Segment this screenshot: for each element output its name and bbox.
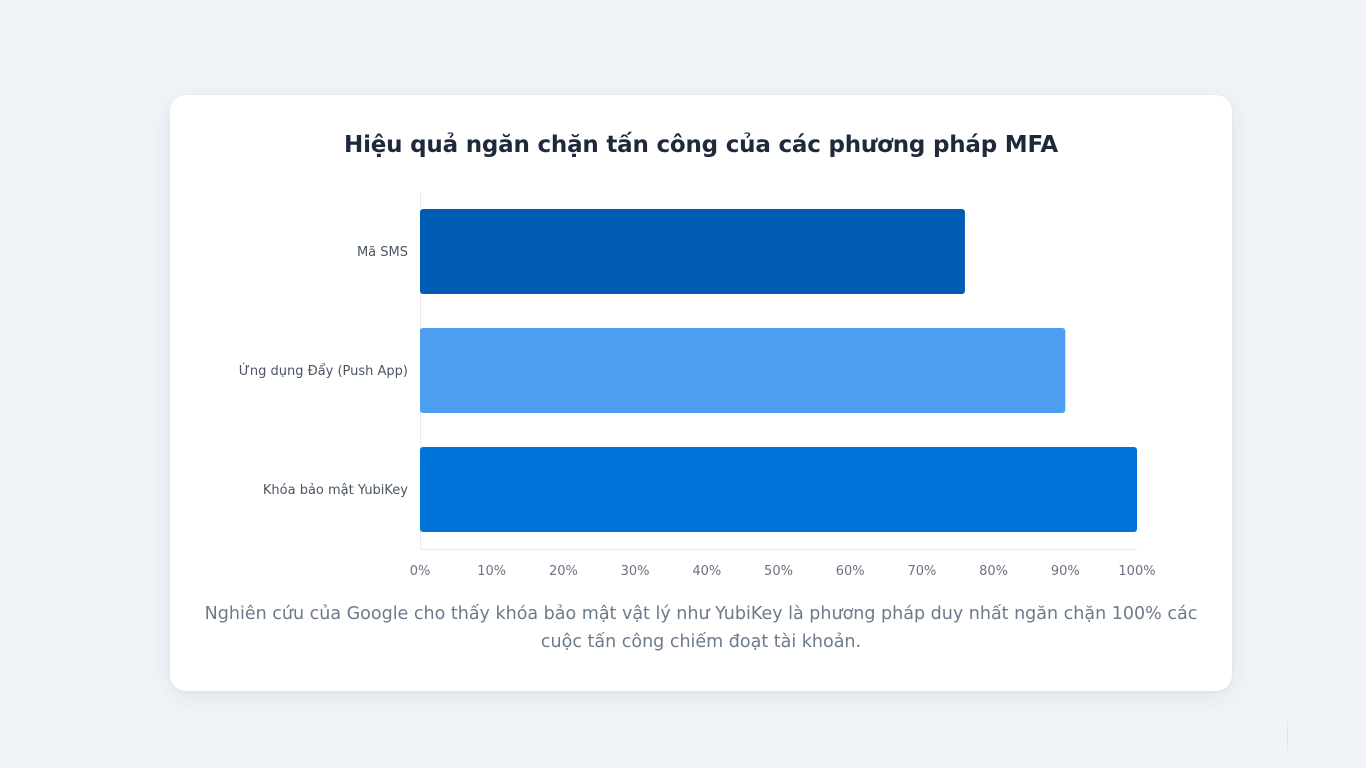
- x-tick-label: 80%: [979, 564, 1008, 579]
- x-tick-label: 90%: [1051, 564, 1080, 579]
- category-label: Mã SMS: [357, 245, 408, 260]
- x-tick-label: 20%: [549, 564, 578, 579]
- x-tick-label: 0%: [410, 564, 431, 579]
- x-tick-label: 60%: [836, 564, 865, 579]
- bar: [420, 209, 965, 294]
- x-tick-label: 50%: [764, 564, 793, 579]
- chart-title: Hiệu quả ngăn chặn tấn công của các phươ…: [344, 132, 1058, 158]
- chart-caption: Nghiên cứu của Google cho thấy khóa bảo …: [204, 604, 1198, 652]
- divider: [1287, 722, 1288, 750]
- chart-card: Hiệu quả ngăn chặn tấn công của các phươ…: [170, 95, 1232, 691]
- category-label: Khóa bảo mật YubiKey: [263, 483, 408, 498]
- bar: [420, 447, 1137, 532]
- bar-chart: Mã SMS Ứng dụng Đẩy (Push App) Khóa bảo mậ…: [239, 192, 1156, 579]
- bar: [420, 328, 1066, 413]
- x-tick-label: 10%: [477, 564, 506, 579]
- x-tick-label: 70%: [907, 564, 936, 579]
- x-tick-label: 30%: [621, 564, 650, 579]
- x-tick-label: 40%: [692, 564, 721, 579]
- category-label: Ứng dụng Đẩy (Push App): [239, 363, 408, 379]
- x-tick-label: 100%: [1118, 564, 1155, 579]
